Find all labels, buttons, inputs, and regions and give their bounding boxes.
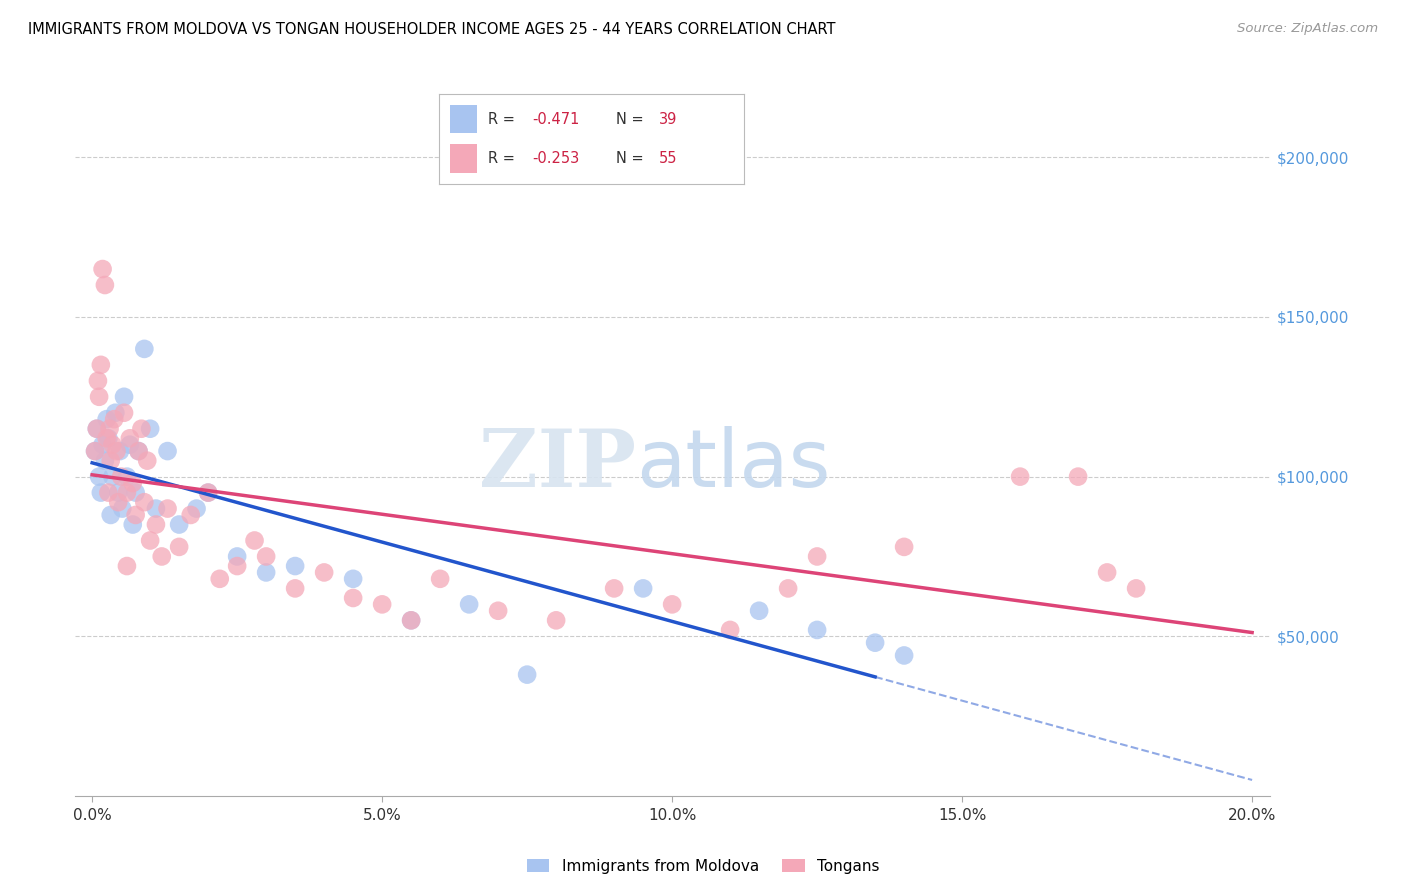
Point bbox=[108, 444, 131, 458]
Point bbox=[94, 453, 117, 467]
Point bbox=[167, 517, 190, 532]
Point bbox=[458, 598, 481, 612]
Point bbox=[101, 469, 124, 483]
Text: IMMIGRANTS FROM MOLDOVA VS TONGAN HOUSEHOLDER INCOME AGES 25 - 44 YEARS CORRELAT: IMMIGRANTS FROM MOLDOVA VS TONGAN HOUSEH… bbox=[28, 22, 835, 37]
Point bbox=[118, 438, 141, 452]
Point bbox=[1125, 582, 1147, 596]
Point bbox=[87, 469, 110, 483]
Point bbox=[100, 508, 122, 522]
Point bbox=[516, 667, 538, 681]
Point bbox=[893, 648, 915, 663]
Point bbox=[342, 591, 364, 605]
Point bbox=[103, 412, 125, 426]
Point bbox=[112, 390, 135, 404]
Point bbox=[1067, 469, 1090, 483]
Point bbox=[399, 613, 422, 627]
Point bbox=[139, 422, 162, 436]
Point bbox=[243, 533, 266, 548]
Point bbox=[150, 549, 173, 564]
Point bbox=[115, 485, 138, 500]
Point bbox=[863, 636, 886, 650]
Point bbox=[145, 501, 167, 516]
Point bbox=[97, 485, 120, 500]
Point bbox=[105, 444, 128, 458]
Point bbox=[90, 358, 112, 372]
Point bbox=[342, 572, 364, 586]
Point bbox=[131, 422, 153, 436]
Point bbox=[134, 342, 156, 356]
Point bbox=[806, 623, 828, 637]
Point bbox=[107, 495, 129, 509]
Point bbox=[121, 475, 143, 490]
Point bbox=[429, 572, 451, 586]
Point bbox=[91, 438, 114, 452]
Point bbox=[314, 566, 336, 580]
Point bbox=[806, 549, 828, 564]
Point bbox=[197, 485, 219, 500]
Point bbox=[134, 495, 156, 509]
Point bbox=[91, 262, 114, 277]
Point bbox=[893, 540, 915, 554]
Point bbox=[139, 533, 162, 548]
Point bbox=[167, 540, 190, 554]
Point bbox=[118, 431, 141, 445]
Point bbox=[145, 517, 167, 532]
Point bbox=[197, 485, 219, 500]
Point bbox=[124, 485, 146, 500]
Legend: Immigrants from Moldova, Tongans: Immigrants from Moldova, Tongans bbox=[520, 853, 886, 880]
Point bbox=[100, 453, 122, 467]
Text: Source: ZipAtlas.com: Source: ZipAtlas.com bbox=[1237, 22, 1378, 36]
Point bbox=[94, 278, 117, 293]
Point bbox=[86, 422, 108, 436]
Point bbox=[96, 412, 118, 426]
Text: atlas: atlas bbox=[637, 426, 831, 505]
Point bbox=[156, 444, 179, 458]
Point bbox=[115, 559, 138, 574]
Point bbox=[631, 582, 654, 596]
Point bbox=[84, 444, 107, 458]
Point bbox=[101, 438, 124, 452]
Point bbox=[180, 508, 202, 522]
Point bbox=[104, 406, 127, 420]
Point bbox=[107, 485, 129, 500]
Point bbox=[84, 444, 107, 458]
Point bbox=[254, 566, 277, 580]
Point bbox=[112, 406, 135, 420]
Point bbox=[111, 501, 134, 516]
Point bbox=[128, 444, 150, 458]
Point bbox=[226, 549, 249, 564]
Point bbox=[718, 623, 741, 637]
Point bbox=[1095, 566, 1118, 580]
Point bbox=[87, 374, 110, 388]
Point bbox=[546, 613, 568, 627]
Point bbox=[156, 501, 179, 516]
Text: ZIP: ZIP bbox=[479, 426, 637, 505]
Point bbox=[226, 559, 249, 574]
Point bbox=[97, 431, 120, 445]
Point bbox=[661, 598, 683, 612]
Point bbox=[115, 469, 138, 483]
Point bbox=[208, 572, 231, 586]
Point bbox=[284, 559, 307, 574]
Point bbox=[121, 517, 143, 532]
Point bbox=[98, 422, 121, 436]
Point bbox=[486, 604, 509, 618]
Point bbox=[399, 613, 422, 627]
Point bbox=[371, 598, 394, 612]
Point bbox=[86, 422, 108, 436]
Point bbox=[254, 549, 277, 564]
Point bbox=[778, 582, 800, 596]
Point bbox=[136, 453, 159, 467]
Point bbox=[186, 501, 208, 516]
Point bbox=[1010, 469, 1032, 483]
Point bbox=[124, 508, 146, 522]
Point bbox=[603, 582, 626, 596]
Point bbox=[284, 582, 307, 596]
Point bbox=[128, 444, 150, 458]
Point bbox=[96, 431, 118, 445]
Point bbox=[110, 469, 132, 483]
Point bbox=[748, 604, 770, 618]
Point bbox=[90, 485, 112, 500]
Point bbox=[87, 390, 110, 404]
